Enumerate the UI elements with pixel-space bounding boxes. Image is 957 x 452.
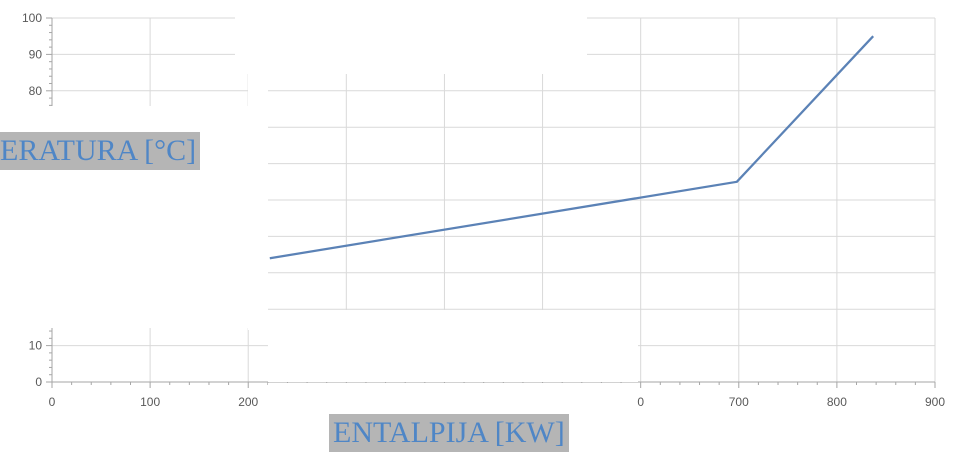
x-tick-label: 800 xyxy=(827,395,847,409)
mask-bottom-ticks xyxy=(268,383,638,413)
series-layer xyxy=(269,35,875,260)
y-tick-label: 0 xyxy=(35,375,42,389)
x-tick-label: 700 xyxy=(729,395,749,409)
y-tick-label: 10 xyxy=(29,339,43,353)
y-tick-label: 80 xyxy=(29,84,43,98)
x-tick-label: 100 xyxy=(140,395,160,409)
x-axis-title: ENTALPIJA [KW] xyxy=(329,414,569,452)
series-line xyxy=(269,35,875,260)
mask-top xyxy=(235,0,587,74)
x-tick-label: 0 xyxy=(637,395,644,409)
tick-labels: 0 10 80 90 100 0 100 200 0 700 800 900 xyxy=(22,11,945,409)
mask-inner xyxy=(248,74,268,330)
y-axis-title: ERATURA [°C] xyxy=(0,132,201,170)
x-tick-label: 200 xyxy=(238,395,258,409)
x-tick-label: 0 xyxy=(49,395,56,409)
mask-bottom xyxy=(268,310,638,382)
x-tick-label: 900 xyxy=(925,395,945,409)
y-tick-label: 90 xyxy=(29,47,43,61)
y-tick-label: 100 xyxy=(22,11,42,25)
